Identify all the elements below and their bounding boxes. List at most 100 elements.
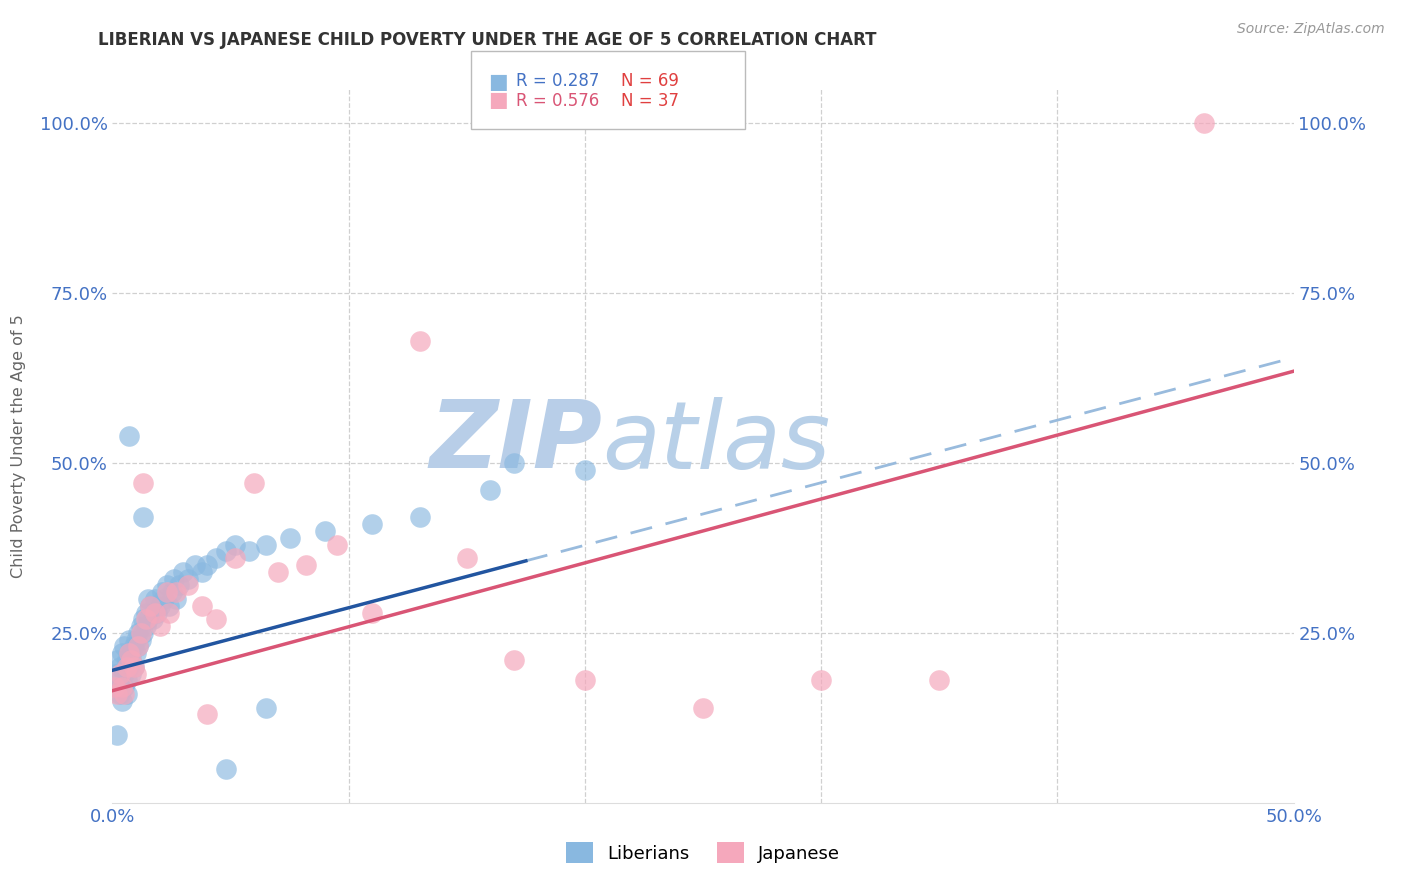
Text: Source: ZipAtlas.com: Source: ZipAtlas.com	[1237, 22, 1385, 37]
Point	[111, 680, 134, 694]
Point	[108, 666, 131, 681]
Point	[139, 599, 162, 613]
Point	[105, 687, 128, 701]
Point	[224, 537, 246, 551]
Point	[149, 599, 172, 613]
Point	[167, 578, 190, 592]
Point	[118, 632, 141, 647]
Text: ■: ■	[488, 90, 508, 110]
Y-axis label: Child Poverty Under the Age of 5: Child Poverty Under the Age of 5	[11, 314, 25, 578]
Point	[177, 578, 200, 592]
Point	[156, 585, 179, 599]
Point	[139, 599, 162, 613]
Point	[195, 707, 218, 722]
Point	[132, 612, 155, 626]
Point	[127, 626, 149, 640]
Point	[115, 660, 138, 674]
Point	[104, 666, 127, 681]
Point	[136, 591, 159, 606]
Point	[205, 612, 228, 626]
Point	[135, 612, 157, 626]
Point	[125, 646, 148, 660]
Text: ZIP: ZIP	[430, 396, 603, 489]
Point	[115, 653, 138, 667]
Point	[191, 599, 214, 613]
Point	[408, 334, 430, 348]
Text: R = 0.576: R = 0.576	[516, 92, 599, 110]
Point	[160, 585, 183, 599]
Point	[361, 606, 384, 620]
Point	[105, 653, 128, 667]
Point	[127, 640, 149, 654]
Point	[115, 687, 138, 701]
Point	[692, 700, 714, 714]
Point	[479, 483, 502, 498]
Point	[215, 762, 238, 776]
Point	[184, 558, 207, 572]
Point	[142, 612, 165, 626]
Point	[120, 653, 142, 667]
Point	[163, 572, 186, 586]
Point	[122, 660, 145, 674]
Text: ■: ■	[488, 72, 508, 92]
Point	[127, 640, 149, 654]
Point	[254, 537, 277, 551]
Point	[195, 558, 218, 572]
Point	[120, 646, 142, 660]
Point	[267, 565, 290, 579]
Point	[205, 551, 228, 566]
Text: LIBERIAN VS JAPANESE CHILD POVERTY UNDER THE AGE OF 5 CORRELATION CHART: LIBERIAN VS JAPANESE CHILD POVERTY UNDER…	[98, 31, 877, 49]
Point	[243, 476, 266, 491]
Point	[115, 673, 138, 688]
Point	[112, 640, 135, 654]
Point	[456, 551, 478, 566]
Point	[254, 700, 277, 714]
Point	[108, 660, 131, 674]
Point	[129, 632, 152, 647]
Point	[143, 606, 166, 620]
Point	[503, 456, 526, 470]
Text: N = 37: N = 37	[621, 92, 679, 110]
Point	[165, 585, 187, 599]
Point	[810, 673, 832, 688]
Point	[156, 578, 179, 592]
Point	[928, 673, 950, 688]
Point	[172, 565, 194, 579]
Point	[157, 599, 180, 613]
Point	[408, 510, 430, 524]
Text: R = 0.287: R = 0.287	[516, 72, 599, 90]
Point	[125, 666, 148, 681]
Point	[326, 537, 349, 551]
Legend: Liberians, Japanese: Liberians, Japanese	[557, 833, 849, 872]
Point	[111, 646, 134, 660]
Point	[295, 558, 318, 572]
Point	[105, 680, 128, 694]
Point	[135, 606, 157, 620]
Point	[132, 510, 155, 524]
Point	[129, 626, 152, 640]
Point	[120, 653, 142, 667]
Point	[112, 687, 135, 701]
Point	[314, 524, 336, 538]
Point	[224, 551, 246, 566]
Point	[104, 680, 127, 694]
Point	[157, 606, 180, 620]
Point	[361, 517, 384, 532]
Point	[135, 619, 157, 633]
Point	[111, 694, 134, 708]
Point	[118, 429, 141, 443]
Point	[132, 476, 155, 491]
Point	[120, 666, 142, 681]
Point	[136, 612, 159, 626]
Point	[112, 666, 135, 681]
Point	[112, 680, 135, 694]
Point	[108, 673, 131, 688]
Point	[108, 687, 131, 701]
Point	[215, 544, 238, 558]
Point	[149, 619, 172, 633]
Point	[129, 619, 152, 633]
Point	[165, 591, 187, 606]
Point	[574, 463, 596, 477]
Point	[122, 660, 145, 674]
Point	[118, 646, 141, 660]
